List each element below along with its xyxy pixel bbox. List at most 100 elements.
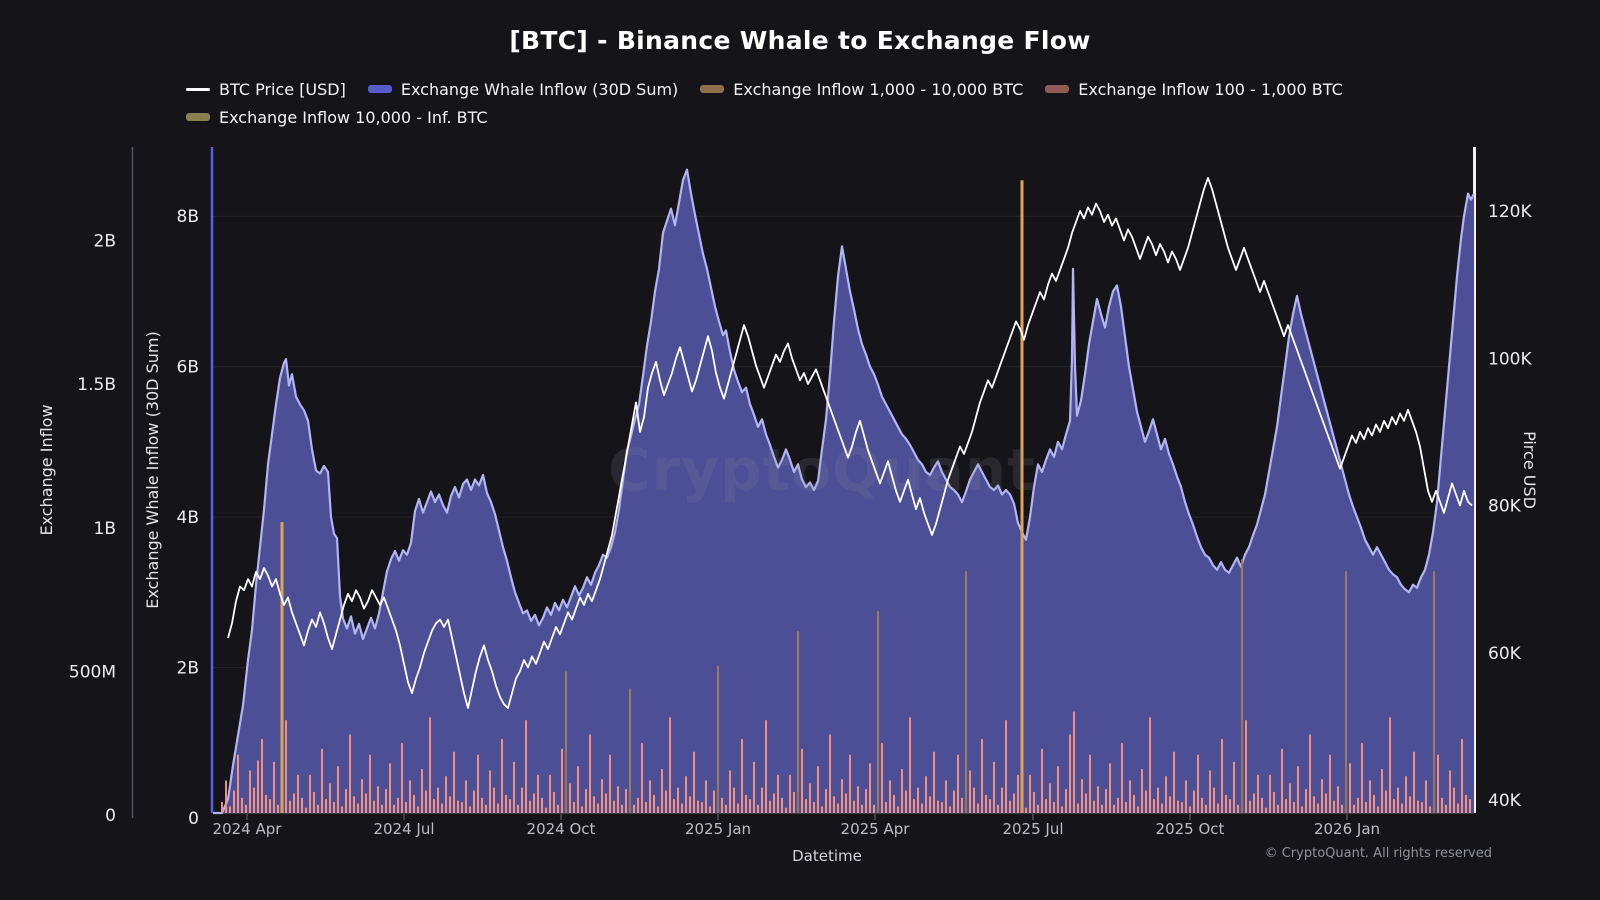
inflow-bar [1009, 800, 1011, 813]
inflow-bar [369, 754, 371, 813]
inflow-bar [293, 793, 295, 813]
inflow-bar [853, 800, 855, 813]
inflow-bar [309, 774, 311, 813]
plot-series-layer [213, 168, 1475, 815]
inflow-bar [1209, 770, 1211, 813]
inflow-bar [557, 804, 559, 813]
inflow-bar [869, 763, 871, 813]
inflow-bar [701, 802, 703, 813]
inflow-bar [741, 738, 743, 813]
whale-tick-label: 2B [177, 659, 199, 679]
inflow-bar [277, 804, 279, 813]
inflow-bar [1389, 717, 1391, 813]
inflow-bar [633, 804, 635, 813]
inflow-tick-label: 0 [105, 806, 116, 826]
inflow-bar [1333, 800, 1335, 813]
inflow-bar [1233, 761, 1235, 813]
inflow-spike-bar [797, 631, 799, 813]
inflow-bar [329, 783, 331, 813]
inflow-bar [1461, 738, 1463, 813]
inflow-bar [1025, 807, 1027, 813]
inflow-bar [1269, 774, 1271, 813]
inflow-bar [1417, 800, 1419, 813]
inflow-bar [881, 743, 883, 813]
legend-label: BTC Price [USD] [219, 79, 346, 99]
inflow-bar [429, 717, 431, 813]
inflow-bar [1401, 803, 1403, 813]
inflow-bar [757, 804, 759, 813]
inflow-bar [941, 802, 943, 813]
inflow-bar [1073, 711, 1075, 813]
inflow-bar [989, 799, 991, 813]
inflow-bar [1265, 807, 1267, 813]
inflow-bar [801, 748, 803, 813]
inflow-bar [1037, 804, 1039, 813]
inflow-bar [581, 806, 583, 813]
inflow-bar [325, 799, 327, 813]
inflow-bar [345, 789, 347, 813]
price-tick-label: 100K [1488, 349, 1532, 369]
inflow-bar [1273, 792, 1275, 813]
legend-item-whale-inflow[interactable]: Exchange Whale Inflow (30D Sum) [367, 76, 678, 102]
inflow-bar [1421, 802, 1423, 813]
inflow-bar [233, 790, 235, 813]
inflow-bar [917, 787, 919, 813]
inflow-bar [1425, 780, 1427, 813]
inflow-bar [561, 748, 563, 813]
legend-label: Exchange Inflow 100 - 1,000 BTC [1078, 79, 1343, 99]
price-tick-label: 120K [1488, 202, 1532, 222]
inflow-bar [1201, 797, 1203, 813]
inflow-spike-bar [1345, 570, 1347, 813]
inflow-bar [1181, 802, 1183, 813]
inflow-bar [1281, 748, 1283, 813]
inflow-bar [1409, 796, 1411, 813]
inflow-bar [1153, 799, 1155, 813]
inflow-bar [617, 786, 619, 813]
inflow-bar [945, 780, 947, 813]
inflow-bar [653, 794, 655, 813]
inflow-bar [485, 804, 487, 813]
inflow-bar [497, 803, 499, 813]
inflow-bar [1405, 776, 1407, 813]
inflow-bar [1081, 779, 1083, 813]
inflow-bar [337, 766, 339, 813]
x-tick-label: 2025 Jan [685, 820, 751, 838]
inflow-bar [885, 802, 887, 813]
inflow-bar [1137, 806, 1139, 813]
whale-tick-label: 4B [177, 508, 199, 528]
inflow-bar [513, 761, 515, 813]
inflow-bar [397, 797, 399, 813]
inflow-bar [921, 803, 923, 813]
inflow-bar [453, 751, 455, 813]
x-tick-label: 2025 Jul [1002, 820, 1063, 838]
x-tick-label: 2026 Jan [1314, 820, 1380, 838]
legend-item-inflow-100-1k[interactable]: Exchange Inflow 100 - 1,000 BTC [1045, 76, 1343, 102]
inflow-bar [441, 803, 443, 813]
copyright-text: © CryptoQuant. All rights reserved [1264, 846, 1492, 861]
inflow-bar [1117, 797, 1119, 813]
inflow-bar [417, 806, 419, 813]
legend-item-btc-price[interactable]: BTC Price [USD] [186, 76, 346, 102]
inflow-bar [937, 800, 939, 813]
inflow-bar [1101, 804, 1103, 813]
inflow-bar [1413, 751, 1415, 813]
inflow-bar [1193, 790, 1195, 813]
inflow-spike-bar [1241, 559, 1243, 813]
inflow-bar [301, 797, 303, 813]
inflow-bar [1001, 787, 1003, 813]
legend-item-inflow-10k-inf[interactable]: Exchange Inflow 10,000 - Inf. BTC [186, 104, 488, 130]
inflow-bar [873, 804, 875, 813]
inflow-bar [1277, 804, 1279, 813]
inflow-bar [1449, 770, 1451, 813]
inflow-bar [769, 800, 771, 813]
legend-item-inflow-1k-10k[interactable]: Exchange Inflow 1,000 - 10,000 BTC [700, 76, 1023, 102]
x-axis-title: Datetime [792, 847, 862, 865]
inflow-bar [1161, 803, 1163, 813]
inflow-spike-bar [965, 570, 967, 813]
inflow-bar [289, 800, 291, 813]
inflow-bar [521, 787, 523, 813]
inflow-bar [913, 799, 915, 813]
inflow-bar [805, 799, 807, 813]
